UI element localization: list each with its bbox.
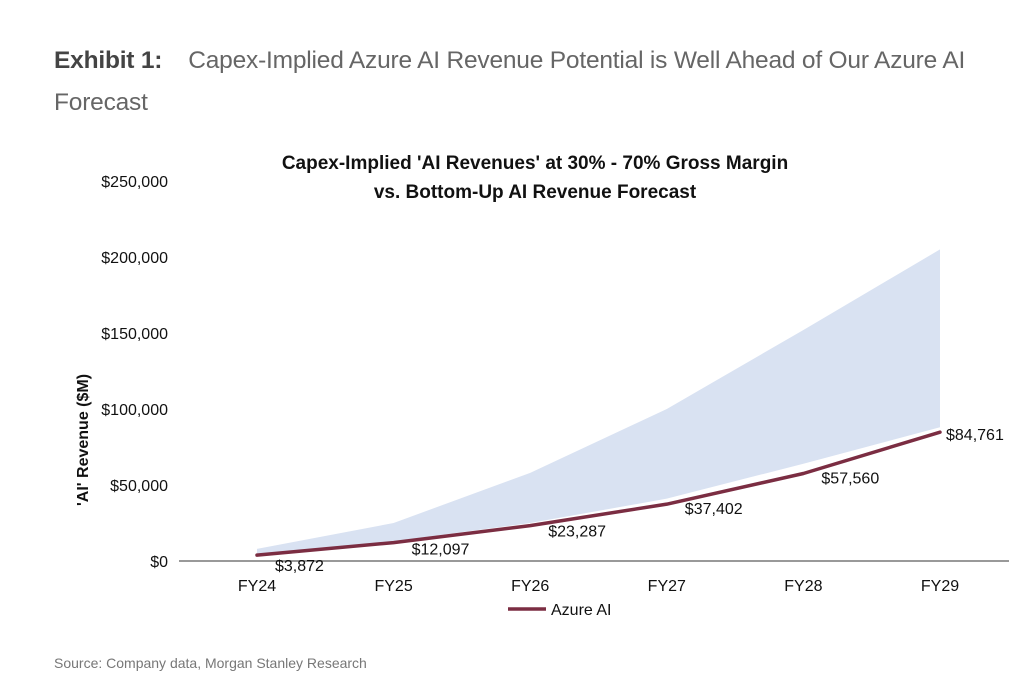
azure-ai-line	[255, 430, 942, 557]
data-label-azure-ai: $84,761	[946, 427, 1004, 444]
x-tick-label: FY26	[511, 578, 549, 595]
y-tick-label: $200,000	[101, 250, 168, 267]
label-layer: $3,872 $12,097 $23,287 $37,402 $57,560 $84,76…	[275, 427, 1004, 575]
y-tick-label: $50,000	[110, 478, 168, 495]
x-tick-label: FY29	[921, 578, 959, 595]
exhibit-label: Exhibit 1:	[54, 47, 163, 74]
x-tick-label: FY27	[648, 578, 686, 595]
data-label-azure-ai: $37,402	[685, 501, 743, 518]
y-tick-label: $250,000	[101, 174, 168, 191]
data-label-azure-ai: $3,872	[275, 558, 324, 575]
x-tick-label: FY25	[374, 578, 412, 595]
chart-subtitle: vs. Bottom-Up AI Revenue Forecast	[374, 182, 697, 203]
exhibit-title: Capex-Implied Azure AI Revenue Potential…	[54, 47, 966, 116]
source-note: Source: Company data, Morgan Stanley Res…	[54, 655, 367, 671]
y-tick-label: $0	[150, 554, 168, 571]
data-label-azure-ai: $57,560	[821, 471, 879, 488]
y-tick-label: $150,000	[101, 326, 168, 343]
data-label-azure-ai: $23,287	[548, 524, 606, 541]
y-axis-label: 'AI' Revenue ($M)	[75, 374, 92, 506]
chart-title: Capex-Implied 'AI Revenues' at 30% - 70%…	[282, 153, 788, 174]
y-tick-label: $100,000	[101, 402, 168, 419]
capex-implied-revenue-band	[257, 249, 940, 555]
chart-svg: Capex-Implied 'AI Revenues' at 30% - 70%…	[75, 153, 1009, 619]
exhibit-heading: Exhibit 1: Capex-Implied Azure AI Revenue…	[54, 40, 1014, 124]
chart-panel: Capex-Implied 'AI Revenues' at 30% - 70%…	[54, 136, 1020, 642]
legend-label-azure-ai: Azure AI	[551, 602, 611, 619]
x-tick-label: FY24	[238, 578, 276, 595]
band-layer	[257, 249, 940, 555]
legend: Azure AI	[508, 602, 611, 619]
axis-layer: $0 $50,000 $100,000 $150,000 $200,000 $250,00…	[101, 174, 1009, 595]
x-tick-label: FY28	[784, 578, 822, 595]
data-label-azure-ai: $12,097	[412, 542, 470, 559]
line-layer	[255, 430, 942, 557]
